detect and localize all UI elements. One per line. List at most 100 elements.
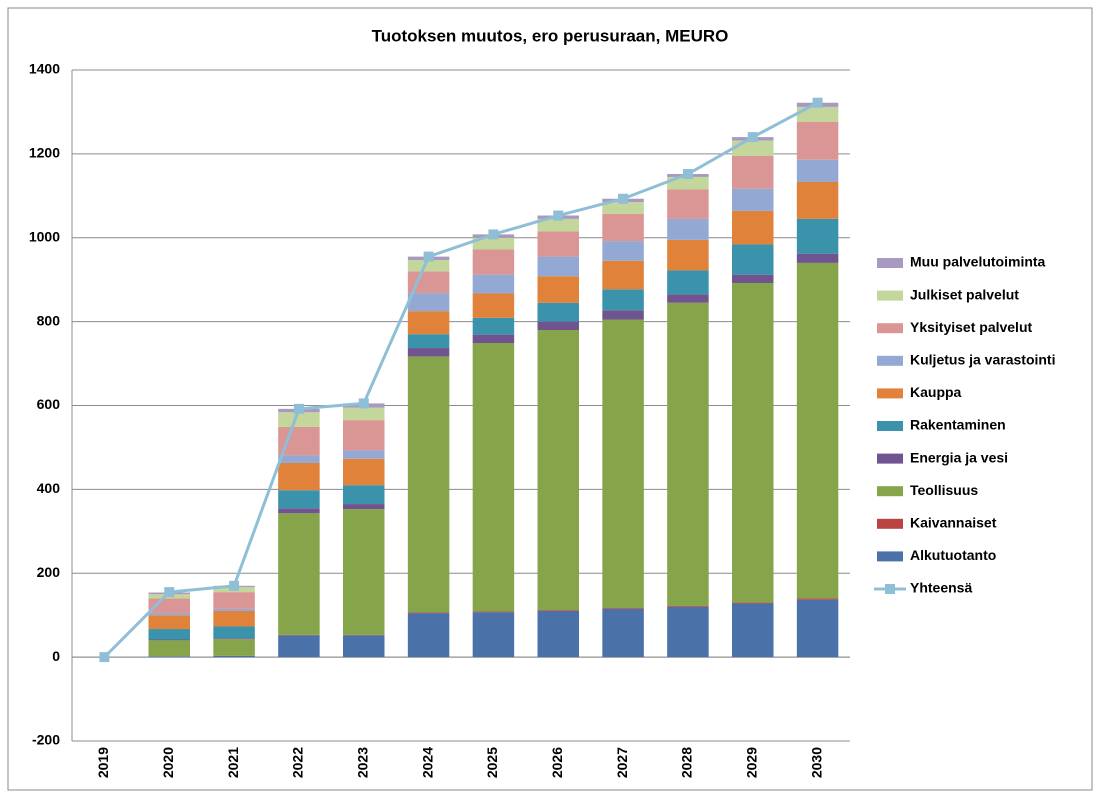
x-tick-label: 2019	[95, 747, 111, 778]
x-tick-label: 2021	[225, 747, 241, 778]
bar-segment	[797, 263, 838, 598]
bar-segment	[797, 219, 838, 254]
bar-segment	[408, 348, 449, 356]
bar-segment	[602, 241, 643, 261]
legend-label: Yhteensä	[910, 580, 972, 596]
bar-segment	[538, 610, 579, 611]
bar-segment	[408, 293, 449, 311]
bar-segment	[538, 257, 579, 277]
bar-segment	[732, 244, 773, 274]
bar-segment	[213, 638, 254, 639]
bar-segment	[213, 656, 254, 657]
y-tick-label: 600	[37, 396, 61, 412]
bar-segment	[602, 289, 643, 310]
bar-segment	[473, 318, 514, 335]
y-tick-label: 400	[37, 480, 61, 496]
y-tick-label: 0	[52, 648, 60, 664]
bar-segment	[408, 334, 449, 348]
total-marker	[294, 404, 304, 414]
total-marker	[683, 169, 693, 179]
legend-label: Kaivannaiset	[910, 515, 997, 531]
bar-segment	[602, 320, 643, 609]
bar-segment	[732, 211, 773, 245]
x-tick-label: 2023	[354, 747, 370, 778]
bar-segment	[278, 490, 319, 508]
bar-segment	[732, 189, 773, 211]
bar-segment	[278, 455, 319, 463]
bar-segment	[149, 615, 190, 629]
bar-segment	[473, 249, 514, 274]
total-marker	[164, 587, 174, 597]
bar-segment	[732, 156, 773, 189]
bar-segment	[602, 609, 643, 657]
bar-segment	[602, 310, 643, 319]
bar-segment	[602, 261, 643, 290]
bar-segment	[473, 612, 514, 657]
total-marker	[229, 581, 239, 591]
x-tick-label: 2025	[484, 747, 500, 778]
y-tick-label: 1400	[29, 61, 60, 77]
bar-segment	[797, 254, 838, 263]
bar-segment	[732, 603, 773, 657]
legend-swatch	[877, 258, 903, 268]
legend-label: Rakentaminen	[910, 417, 1006, 433]
total-marker	[99, 652, 109, 662]
legend-label: Energia ja vesi	[910, 449, 1008, 465]
bar-segment	[278, 635, 319, 657]
bar-segment	[667, 607, 708, 657]
total-marker	[813, 98, 823, 108]
bar-segment	[408, 613, 449, 657]
bar-segment	[473, 275, 514, 294]
legend-swatch	[877, 388, 903, 398]
legend-swatch	[877, 486, 903, 496]
x-tick-label: 2027	[614, 747, 630, 778]
bar-segment	[278, 463, 319, 490]
legend-label: Kauppa	[910, 384, 962, 400]
y-tick-label: 800	[37, 312, 61, 328]
y-tick-label: -200	[32, 732, 60, 748]
legend-label: Muu palvelutoiminta	[910, 254, 1046, 270]
x-tick-label: 2026	[549, 747, 565, 778]
bar-segment	[667, 270, 708, 294]
bar-segment	[797, 598, 838, 599]
bar-segment	[602, 608, 643, 609]
legend-swatch	[877, 454, 903, 464]
bar-segment	[538, 322, 579, 330]
bar-segment	[538, 611, 579, 657]
bar-segment	[667, 606, 708, 607]
total-marker	[359, 398, 369, 408]
bar-segment	[797, 122, 838, 160]
bar-segment	[149, 656, 190, 657]
bar-segment	[797, 160, 838, 182]
bar-segment	[343, 450, 384, 458]
legend-label: Julkiset palvelut	[910, 286, 1019, 302]
bar-segment	[538, 231, 579, 256]
bar-segment	[408, 356, 449, 612]
y-tick-label: 1000	[29, 228, 60, 244]
legend-swatch	[877, 551, 903, 561]
total-marker	[424, 252, 434, 262]
bar-segment	[473, 335, 514, 343]
legend-label: Yksityiset palvelut	[910, 319, 1033, 335]
legend-label: Alkutuotanto	[910, 547, 996, 563]
bar-segment	[538, 276, 579, 302]
bar-segment	[732, 283, 773, 603]
bar-segment	[797, 182, 838, 219]
total-marker	[618, 194, 628, 204]
x-tick-label: 2028	[679, 747, 695, 778]
x-tick-label: 2029	[743, 747, 759, 778]
bar-segment	[667, 240, 708, 271]
bar-segment	[732, 603, 773, 604]
legend-label: Teollisuus	[910, 482, 978, 498]
bar-segment	[343, 504, 384, 509]
chart-title: Tuotoksen muutos, ero perusuraan, MEURO	[372, 26, 729, 45]
bar-segment	[213, 639, 254, 656]
bar-segment	[149, 613, 190, 615]
y-tick-label: 1200	[29, 145, 60, 161]
bar-segment	[343, 509, 384, 635]
x-tick-label: 2020	[160, 747, 176, 778]
bar-segment	[732, 275, 773, 283]
legend-swatch	[877, 356, 903, 366]
bar-segment	[343, 459, 384, 485]
